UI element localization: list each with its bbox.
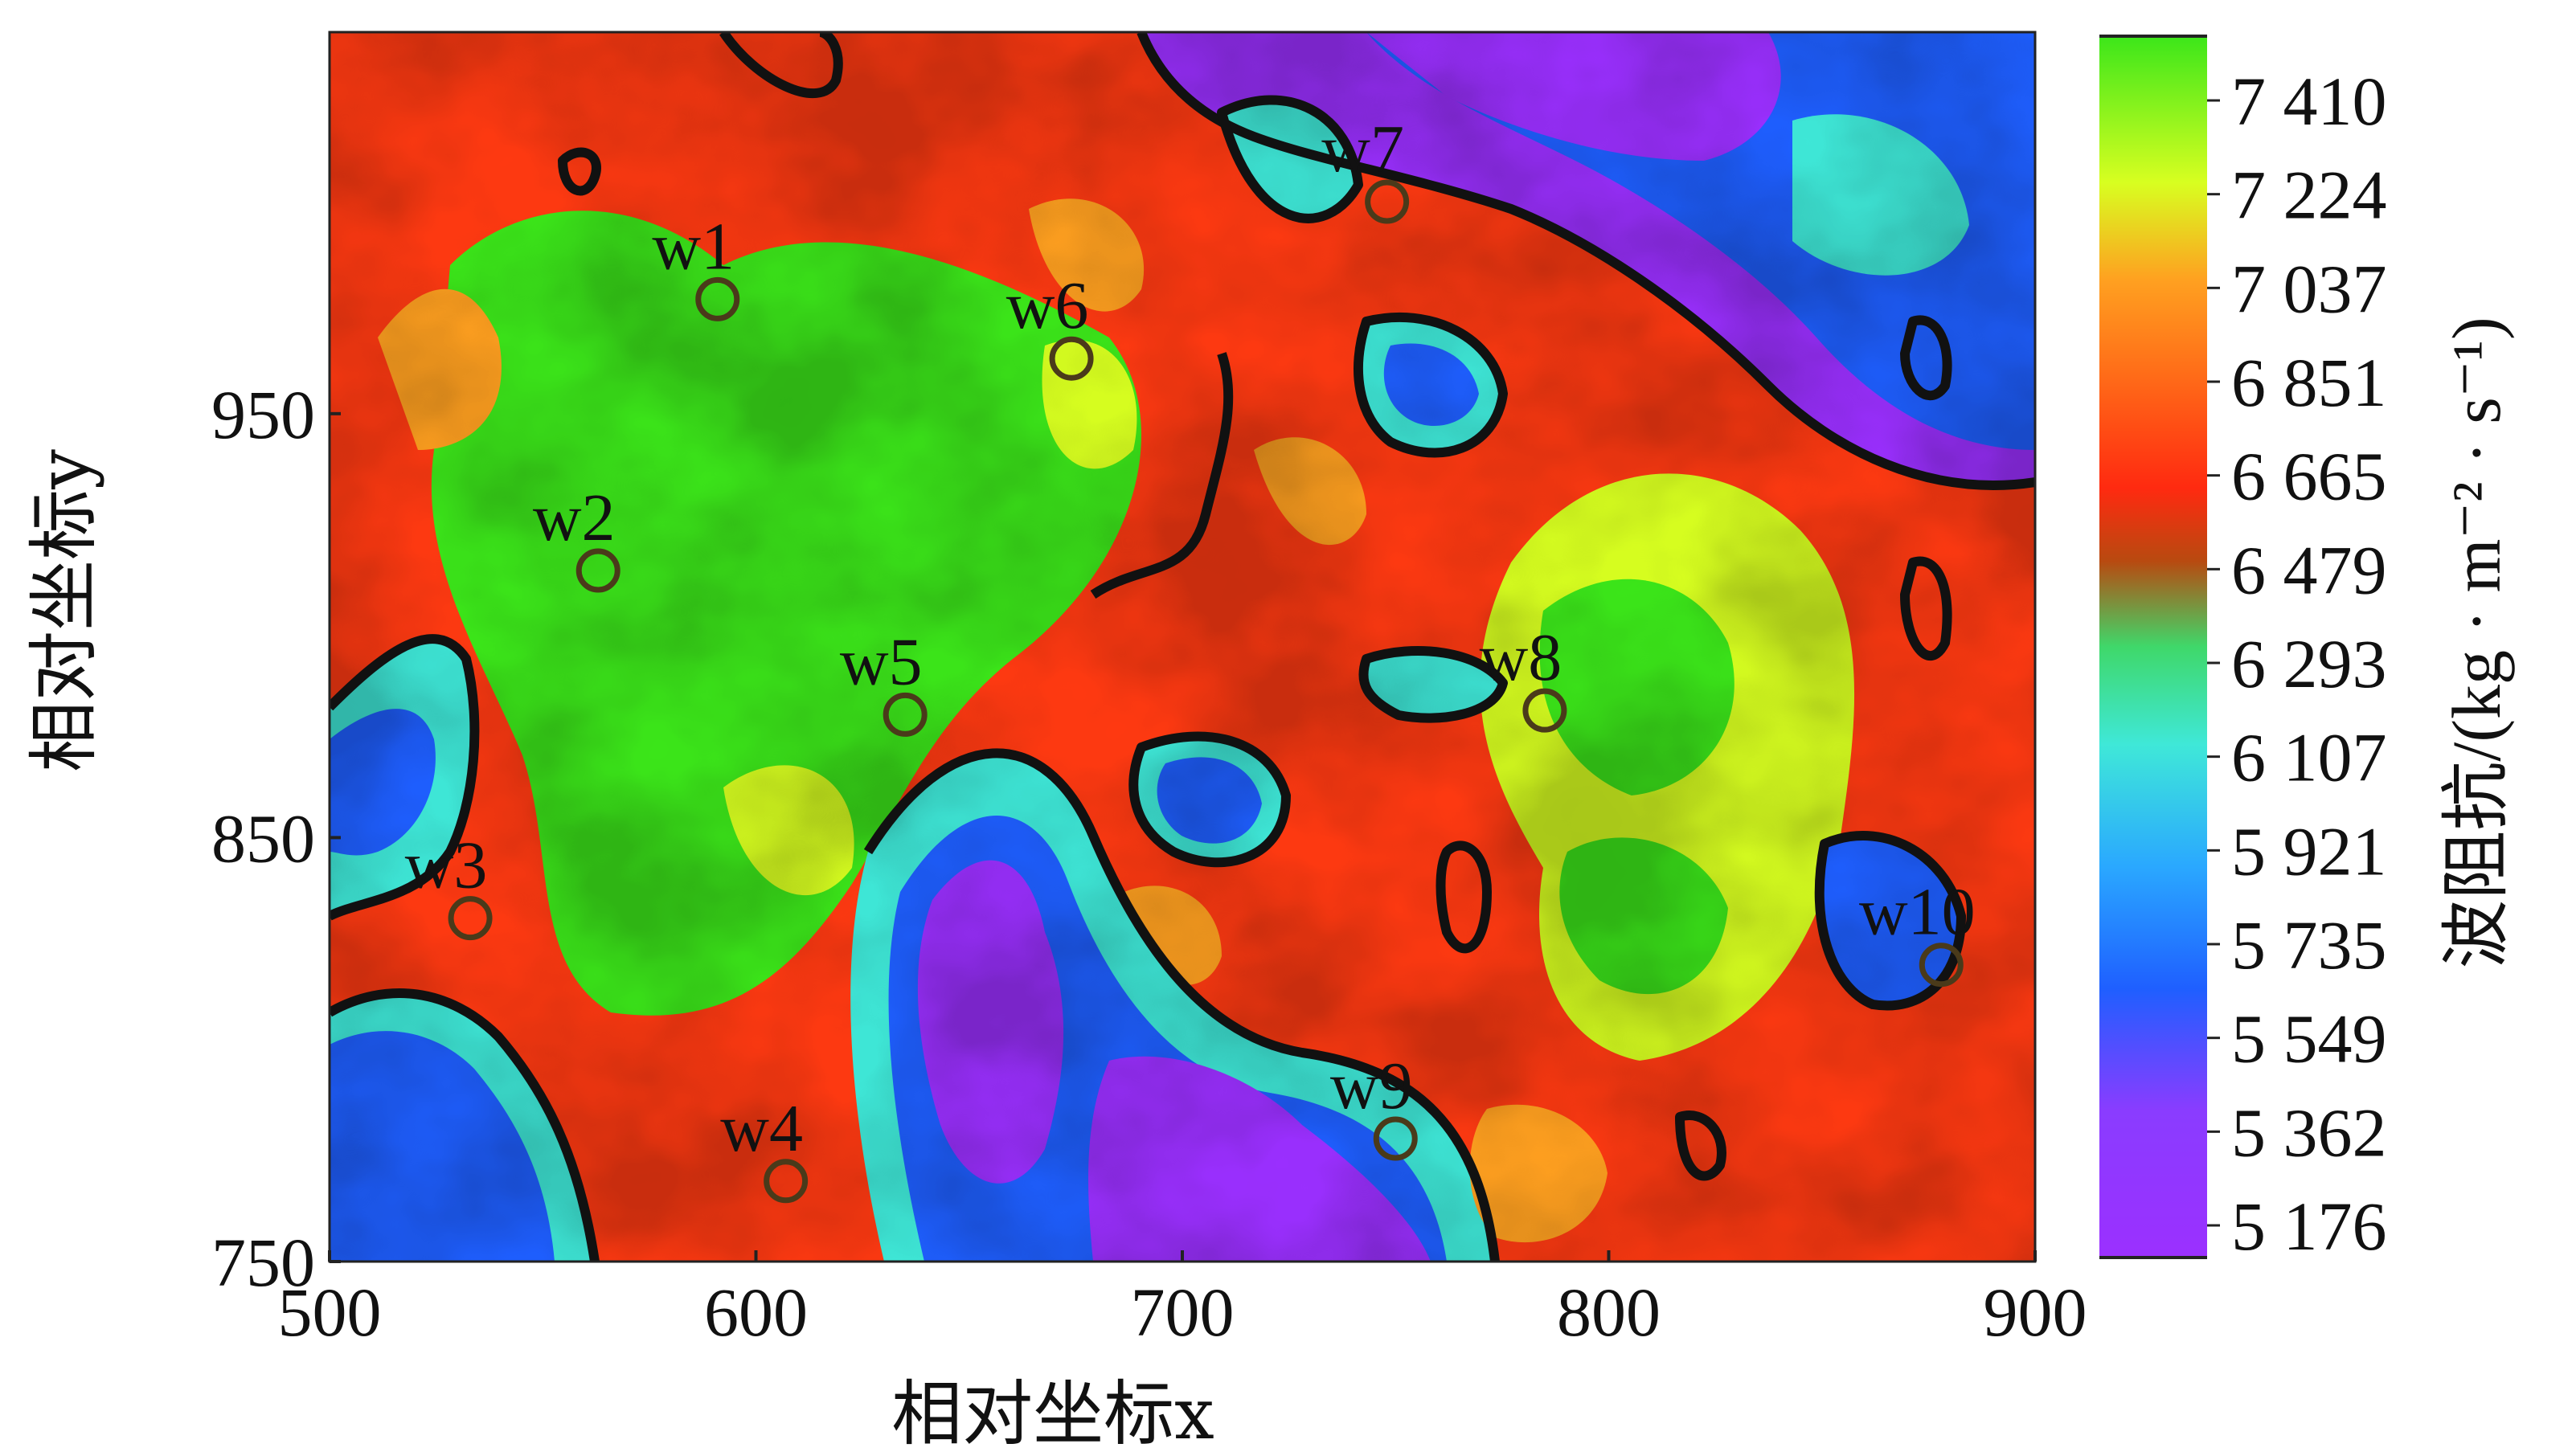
colorbar-tick-label-11: 5 362 xyxy=(2231,1094,2387,1171)
colorbar-gradient xyxy=(2099,36,2207,1258)
well-marker-w7 xyxy=(1365,179,1410,224)
colorbar-tick-label-4: 6 665 xyxy=(2231,438,2387,515)
colorbar: 7 410 7 224 7 037 6 851 6 665 6 479 6 293 6 107… xyxy=(2099,35,2515,1265)
colorbar-label: 波阻抗/(kg · m⁻² · s⁻¹) xyxy=(2438,317,2515,968)
well-label-w10: w10 xyxy=(1859,875,1976,950)
well-marker-w4 xyxy=(764,1159,809,1204)
x-tick-label-4: 900 xyxy=(1984,1274,2087,1351)
well-marker-w3 xyxy=(448,896,493,941)
well-markers: w1 w2 w3 w4 w5 w6 w7 w8 w9 w10 xyxy=(405,112,1976,1204)
colorbar-tick-label-1: 7 224 xyxy=(2231,157,2387,234)
colorbar-tick-label-10: 5 549 xyxy=(2231,1000,2387,1078)
well-marker-w9 xyxy=(1373,1116,1418,1161)
well-marker-w1 xyxy=(695,276,740,321)
colorbar-tick-label-7: 6 107 xyxy=(2231,719,2387,796)
well-label-w6: w6 xyxy=(1006,268,1089,343)
well-marker-w10 xyxy=(1919,943,1964,988)
well-label-w8: w8 xyxy=(1480,620,1562,695)
colorbar-tick-label-12: 5 176 xyxy=(2231,1188,2387,1265)
y-tick-label-0: 750 xyxy=(211,1224,315,1301)
x-tick-label-3: 800 xyxy=(1557,1274,1661,1351)
x-tick-label-1: 600 xyxy=(704,1274,808,1351)
colorbar-ticks: 7 410 7 224 7 037 6 851 6 665 6 479 6 293 6 107… xyxy=(2207,63,2387,1265)
colorbar-tick-label-5: 6 479 xyxy=(2231,531,2387,608)
colorbar-tick-label-0: 7 410 xyxy=(2231,63,2387,140)
well-label-w5: w5 xyxy=(840,624,923,699)
well-marker-w5 xyxy=(883,692,928,737)
well-label-w1: w1 xyxy=(652,209,735,284)
well-marker-w8 xyxy=(1522,688,1567,733)
well-label-w2: w2 xyxy=(533,481,616,555)
well-marker-w2 xyxy=(575,548,620,593)
colorbar-tick-label-3: 6 851 xyxy=(2231,344,2387,421)
colorbar-tick-label-8: 5 921 xyxy=(2231,812,2387,890)
x-axis-label: 相对坐标x xyxy=(891,1372,1214,1455)
colorbar-tick-label-2: 7 037 xyxy=(2231,250,2387,327)
y-tick-label-1: 850 xyxy=(211,800,315,877)
colorbar-tick-label-6: 6 293 xyxy=(2231,625,2387,702)
x-tick-label-0: 500 xyxy=(278,1274,382,1351)
well-label-w4: w4 xyxy=(720,1091,803,1166)
well-label-w3: w3 xyxy=(405,828,488,903)
x-tick-label-2: 700 xyxy=(1131,1274,1235,1351)
y-tick-label-2: 950 xyxy=(211,376,315,453)
well-marker-w6 xyxy=(1049,336,1094,381)
axes: 500 600 700 800 900 750 850 950 xyxy=(211,376,2087,1351)
colorbar-tick-label-9: 5 735 xyxy=(2231,906,2387,984)
well-label-w9: w9 xyxy=(1330,1049,1413,1123)
heatmap-field xyxy=(330,32,2035,1262)
well-label-w7: w7 xyxy=(1321,112,1404,186)
y-axis-label: 相对坐标y xyxy=(23,449,105,772)
